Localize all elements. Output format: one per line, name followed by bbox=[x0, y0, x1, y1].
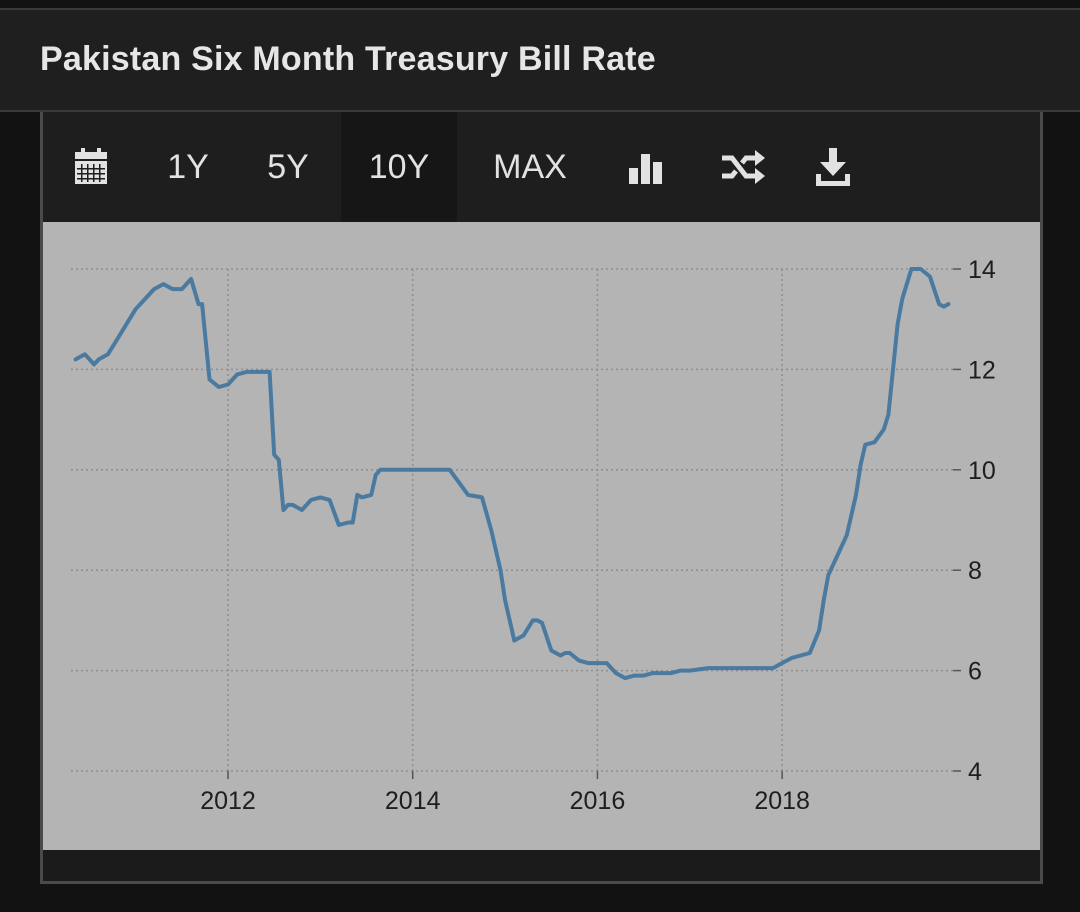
y-tick-label: 12 bbox=[968, 356, 996, 384]
range-5y-button[interactable]: 5Y bbox=[267, 147, 309, 186]
x-tick-label: 2012 bbox=[200, 787, 256, 815]
y-tick-label: 6 bbox=[968, 658, 982, 686]
range-1y-button[interactable]: 1Y bbox=[167, 147, 209, 186]
page-title: Pakistan Six Month Treasury Bill Rate bbox=[40, 40, 656, 78]
calendar-icon[interactable] bbox=[63, 112, 119, 222]
series-layer bbox=[73, 267, 951, 681]
range-10y-button[interactable]: 10Y bbox=[341, 112, 457, 222]
series-line bbox=[73, 267, 951, 681]
bar-chart-icon[interactable] bbox=[621, 112, 671, 222]
widget-footer bbox=[43, 850, 1040, 881]
chart-widget: 1Y 5Y 10Y MAX bbox=[40, 112, 1043, 884]
y-tick-label: 10 bbox=[968, 457, 996, 485]
range-max-button[interactable]: MAX bbox=[493, 147, 567, 186]
y-axis: 4 6 8 10 12 14 bbox=[953, 256, 996, 786]
x-tick-label: 2014 bbox=[385, 787, 441, 815]
chart-area: 4 6 8 10 12 14 2012 2014 2016 2018 bbox=[43, 222, 1040, 850]
y-tick-label: 8 bbox=[968, 557, 982, 585]
download-icon[interactable] bbox=[808, 112, 858, 222]
shuffle-icon[interactable] bbox=[711, 112, 775, 222]
y-tick-label: 4 bbox=[968, 758, 982, 786]
grid-lines bbox=[71, 268, 953, 772]
title-bar: Pakistan Six Month Treasury Bill Rate bbox=[0, 8, 1080, 112]
y-tick-label: 14 bbox=[968, 256, 996, 284]
x-axis: 2012 2014 2016 2018 bbox=[200, 771, 810, 815]
x-tick-label: 2018 bbox=[754, 787, 810, 815]
x-tick-label: 2016 bbox=[570, 787, 626, 815]
chart-toolbar: 1Y 5Y 10Y MAX bbox=[43, 112, 1040, 222]
line-chart: 4 6 8 10 12 14 2012 2014 2016 2018 bbox=[71, 256, 996, 815]
